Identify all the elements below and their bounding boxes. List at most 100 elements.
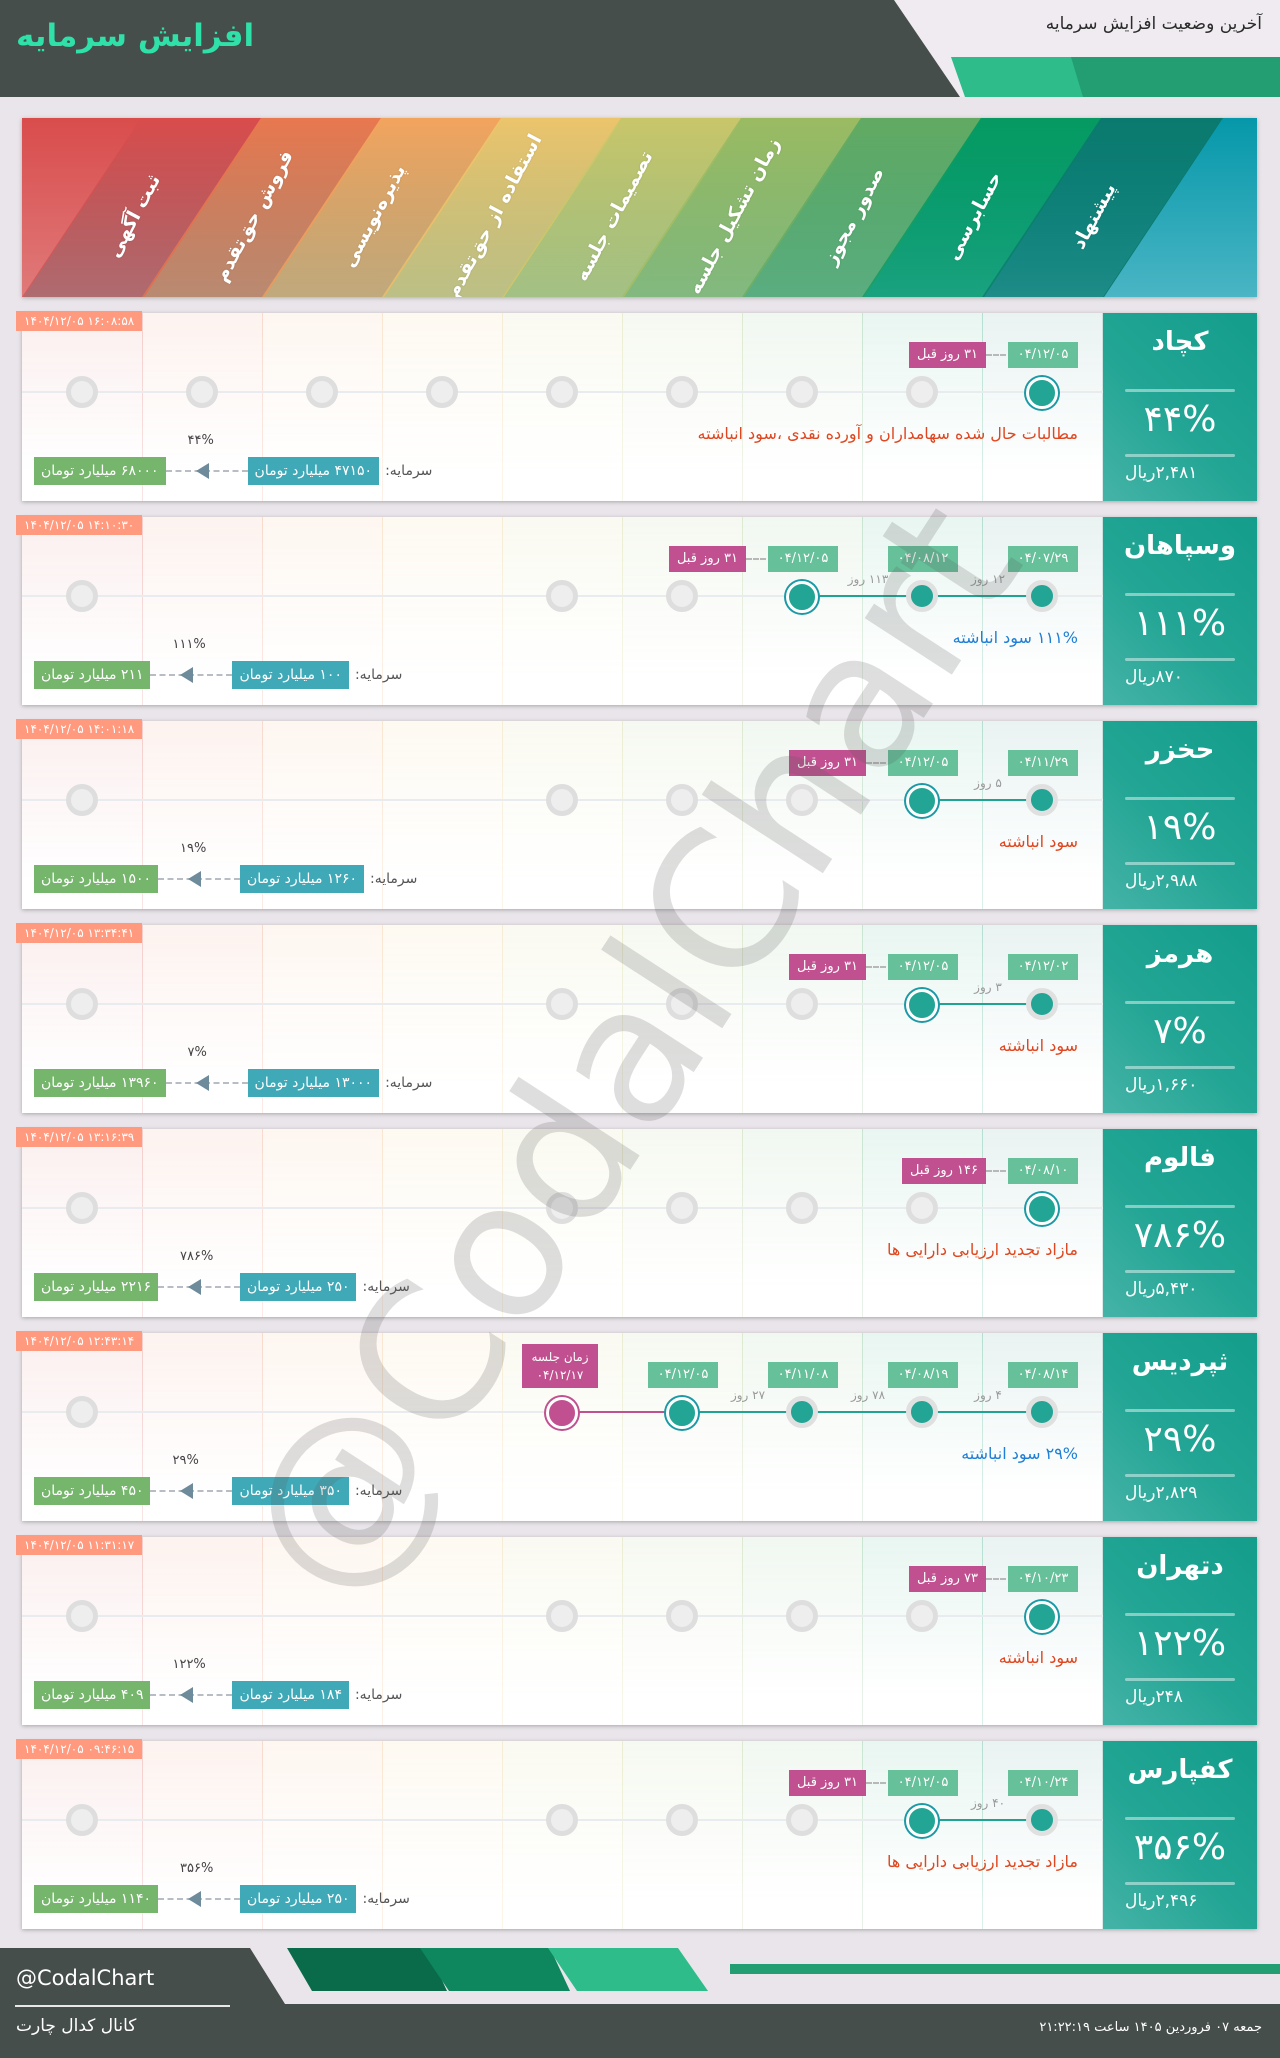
stage-node-current[interactable] xyxy=(906,989,938,1021)
stage-node-pending[interactable] xyxy=(786,784,818,816)
stock-summary-panel[interactable]: کچاد ۴۴% ۲,۴۸۱ریال xyxy=(1103,313,1257,501)
stage-node-pending[interactable] xyxy=(666,580,698,612)
stock-summary-panel[interactable]: فالوم ۷۸۶% ۵,۴۳۰ریال xyxy=(1103,1129,1257,1317)
timeline-area: ۰۴/۱۲/۰۵ ۳۱ روز قبل مطالبات حال شده سهامدا… xyxy=(22,313,1103,501)
stage-node-done[interactable] xyxy=(1026,1396,1058,1428)
stage-node-current[interactable] xyxy=(666,1397,698,1429)
stage-node-pending[interactable] xyxy=(66,1192,98,1224)
footer-accent-line xyxy=(730,1964,1280,1974)
timeline-connector xyxy=(922,1411,1042,1413)
footer-accent-1 xyxy=(287,1948,447,1991)
meeting-connector xyxy=(562,1411,682,1413)
stock-summary-panel[interactable]: وسپاهان ۱۱۱% ۸۷۰ریال xyxy=(1103,517,1257,705)
stage-node-pending[interactable] xyxy=(546,988,578,1020)
stage-node-done[interactable] xyxy=(786,1396,818,1428)
arrow-left-icon xyxy=(188,1279,201,1295)
meeting-date: ۰۴/۱۲/۱۷ xyxy=(536,1368,584,1382)
stage-column xyxy=(382,721,503,909)
stage-node-done[interactable] xyxy=(1026,988,1058,1020)
capital-after-badge: ۲۲۱۶ میلیارد تومان xyxy=(34,1273,158,1301)
stage-node-pending[interactable] xyxy=(546,1192,578,1224)
stage-node-pending[interactable] xyxy=(546,784,578,816)
stage-node-pending[interactable] xyxy=(786,376,818,408)
days-ago-badge: ۳۱ روز قبل xyxy=(788,750,866,776)
capital-arrow: ۳۵۶% xyxy=(158,1861,240,1913)
capital-label: سرمایه: xyxy=(362,1279,410,1295)
stock-symbol[interactable]: هرمز xyxy=(1146,939,1214,969)
stage-node-pending[interactable] xyxy=(306,376,338,408)
stage-column xyxy=(382,1129,503,1317)
stage-node-pending[interactable] xyxy=(546,580,578,612)
stage-node-pending[interactable] xyxy=(66,784,98,816)
stage-node-pending[interactable] xyxy=(666,1192,698,1224)
stage-column xyxy=(382,1537,503,1725)
capital-before-badge: ۲۵۰ میلیارد تومان xyxy=(240,1273,357,1301)
stage-node-current[interactable] xyxy=(1026,1601,1058,1633)
stage-node-pending[interactable] xyxy=(666,1600,698,1632)
stage-node-pending[interactable] xyxy=(906,376,938,408)
stage-node-pending[interactable] xyxy=(786,1804,818,1836)
stage-node-pending[interactable] xyxy=(666,376,698,408)
stock-price: ۵,۴۳۰ریال xyxy=(1125,1279,1198,1299)
stage-node-done[interactable] xyxy=(1026,784,1058,816)
capital-source-description: مطالبات حال شده سهامداران و آورده نقدی ،… xyxy=(697,424,1078,443)
stage-node-pending[interactable] xyxy=(786,1192,818,1224)
stage-node-pending[interactable] xyxy=(66,1396,98,1428)
stock-symbol[interactable]: فالوم xyxy=(1144,1143,1216,1173)
stage-node-pending[interactable] xyxy=(546,1804,578,1836)
timeline-connector xyxy=(922,1819,1042,1821)
stock-symbol[interactable]: کفپارس xyxy=(1127,1755,1233,1785)
stock-summary-panel[interactable]: دتهران ۱۲۲% ۲۴۸ریال xyxy=(1103,1537,1257,1725)
stage-node-pending[interactable] xyxy=(786,988,818,1020)
arrow-left-icon xyxy=(188,871,201,887)
stage-node-pending[interactable] xyxy=(546,376,578,408)
stage-node-current[interactable] xyxy=(906,1805,938,1837)
stage-node-pending[interactable] xyxy=(66,1804,98,1836)
arrow-left-icon xyxy=(180,1483,194,1499)
capital-change-row: سرمایه: ۲۵۰ میلیارد تومان ۷۸۶% ۲۲۱۶ میلیارد… xyxy=(34,1249,410,1301)
stage-node-pending[interactable] xyxy=(66,988,98,1020)
stage-node-pending[interactable] xyxy=(906,1192,938,1224)
timeline-connector xyxy=(682,1411,802,1413)
stage-node-done[interactable] xyxy=(906,580,938,612)
stock-card: ۰۴/۱۲/۰۵ ۳۱ روز قبل مطالبات حال شده سهامدا… xyxy=(16,311,1257,501)
days-between-label: ۵ روز xyxy=(974,776,1002,790)
stage-node-pending[interactable] xyxy=(786,1600,818,1632)
stage-node-current[interactable] xyxy=(1026,377,1058,409)
stage-node-pending[interactable] xyxy=(666,1804,698,1836)
stage-node-pending[interactable] xyxy=(66,1600,98,1632)
stock-summary-panel[interactable]: حخزر ۱۹% ۲,۹۸۸ریال xyxy=(1103,721,1257,909)
stock-symbol[interactable]: ثپردیس xyxy=(1131,1347,1229,1377)
meeting-node[interactable] xyxy=(546,1397,578,1429)
capital-source-description: سود انباشته xyxy=(998,1036,1078,1055)
channel-handle[interactable]: @CodalChart xyxy=(16,1966,155,1990)
stock-symbol[interactable]: دتهران xyxy=(1136,1551,1224,1581)
stage-node-pending[interactable] xyxy=(546,1600,578,1632)
stage-date-badge: ۰۴/۱۲/۰۵ xyxy=(888,750,958,776)
stage-node-done[interactable] xyxy=(906,1396,938,1428)
announcement-timestamp: ۱۴۰۴/۱۲/۰۵ ۱۶:۰۸:۵۸ xyxy=(16,311,143,331)
stock-symbol[interactable]: حخزر xyxy=(1145,735,1215,765)
increase-percent: ۲۹% xyxy=(1143,1419,1217,1460)
stage-node-pending[interactable] xyxy=(426,376,458,408)
stock-card: ۰۴/۰۸/۱۰ ۱۴۶ روز قبل مازاد تجدید ارزیابی د… xyxy=(16,1127,1257,1317)
stage-node-done[interactable] xyxy=(1026,580,1058,612)
stage-node-current[interactable] xyxy=(906,785,938,817)
stage-node-pending[interactable] xyxy=(666,784,698,816)
stage-node-current[interactable] xyxy=(786,581,818,613)
ago-connector xyxy=(866,966,886,968)
stage-node-pending[interactable] xyxy=(66,376,98,408)
stock-symbol[interactable]: وسپاهان xyxy=(1123,531,1237,561)
stage-node-done[interactable] xyxy=(1026,1804,1058,1836)
stock-summary-panel[interactable]: هرمز ۷% ۱,۶۶۰ریال xyxy=(1103,925,1257,1113)
stage-node-pending[interactable] xyxy=(906,1600,938,1632)
stage-node-current[interactable] xyxy=(1026,1193,1058,1225)
capital-arrow: ۷% xyxy=(165,1045,248,1097)
stock-summary-panel[interactable]: کفپارس ۳۵۶% ۲,۴۹۶ریال xyxy=(1103,1741,1257,1929)
stock-symbol[interactable]: کچاد xyxy=(1151,327,1209,357)
stage-node-pending[interactable] xyxy=(66,580,98,612)
stock-summary-panel[interactable]: ثپردیس ۲۹% ۲,۸۲۹ریال xyxy=(1103,1333,1257,1521)
stage-date-badge: ۰۴/۱۱/۰۸ xyxy=(768,1362,838,1388)
stage-node-pending[interactable] xyxy=(186,376,218,408)
stage-node-pending[interactable] xyxy=(666,988,698,1020)
